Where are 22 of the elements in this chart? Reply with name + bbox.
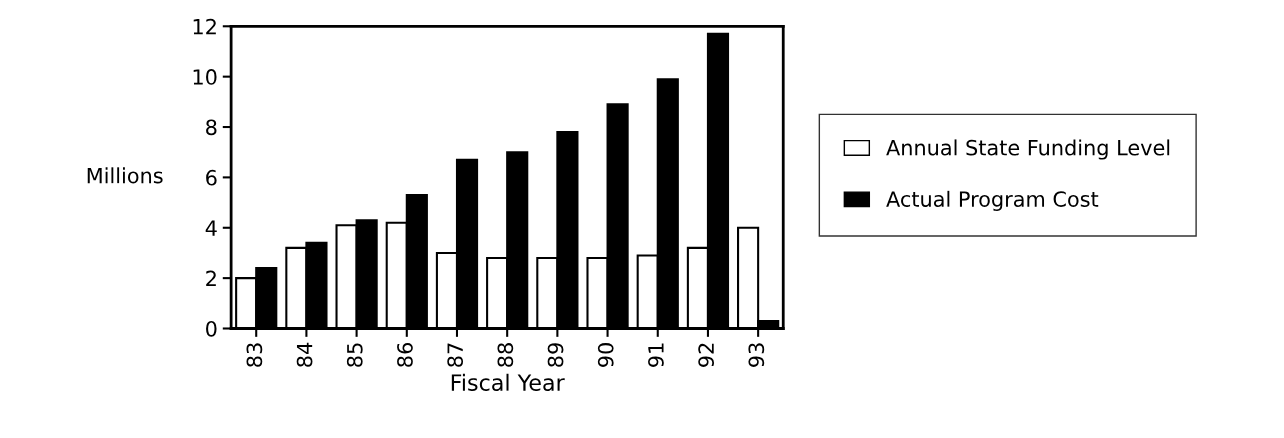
x-tick-label: 86 bbox=[397, 343, 413, 367]
x-tick-label: 88 bbox=[497, 343, 514, 367]
x-tick-label: 89 bbox=[547, 343, 564, 367]
x-tick-label: 87 bbox=[447, 343, 464, 367]
x-tick-label: 93 bbox=[748, 343, 765, 367]
x-tick-label: 92 bbox=[698, 343, 714, 367]
y-tick-label: 4 bbox=[205, 220, 217, 236]
x-tick-label: 84 bbox=[296, 342, 313, 367]
x-tick-label: 90 bbox=[597, 343, 614, 367]
x-axis-title: Fiscal Year bbox=[451, 373, 565, 391]
y-tick-label: 0 bbox=[206, 320, 217, 337]
y-tick-label: 6 bbox=[206, 169, 217, 186]
x-tick-label: 91 bbox=[648, 343, 664, 367]
y-tick-label: 8 bbox=[206, 119, 217, 136]
y-axis-title: Millions bbox=[87, 167, 163, 184]
y-tick-label: 2 bbox=[206, 270, 216, 287]
y-tick-label: 10 bbox=[193, 69, 217, 85]
x-tick-label: 85 bbox=[346, 343, 363, 367]
legend-label: Annual State Funding Level bbox=[886, 139, 1170, 160]
legend-label: Actual Program Cost bbox=[886, 190, 1099, 211]
x-tick-label: 83 bbox=[246, 343, 263, 367]
y-tick-label: 12 bbox=[193, 18, 216, 35]
